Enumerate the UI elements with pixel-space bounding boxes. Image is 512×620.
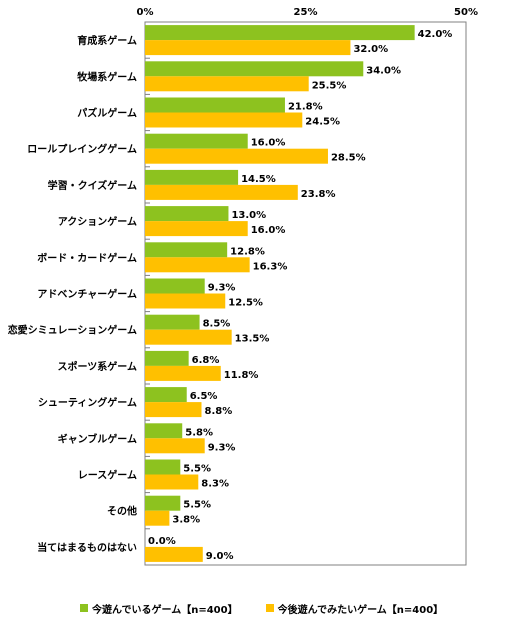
bar-future <box>145 474 199 490</box>
bar-future <box>145 293 226 309</box>
bar-current <box>145 169 239 185</box>
bar-future <box>145 40 351 56</box>
legend-item-future: 今後遊んでみたいゲーム【n=400】 <box>265 601 444 616</box>
data-label-current: 8.5% <box>203 319 231 330</box>
bar-future <box>145 184 298 200</box>
data-label-future: 9.0% <box>206 551 234 562</box>
data-label-future: 3.8% <box>172 515 200 526</box>
bar-chart: 0% 25% 50% 育成系ゲーム 42.0% 32.0% 牧場系ゲーム 34.0% 25.5%… <box>8 7 478 566</box>
legend: 今遊んでいるゲーム【n=400】 今後遊んでみたいゲーム【n=400】 <box>80 600 460 616</box>
data-label-future: 28.5% <box>331 153 366 164</box>
data-label-current: 16.0% <box>251 138 286 149</box>
bar-current <box>145 423 183 439</box>
data-label-future: 8.8% <box>204 406 232 417</box>
data-label-future: 23.8% <box>301 189 336 200</box>
bar-current <box>145 278 205 294</box>
category-label: シューティングゲーム <box>38 396 137 409</box>
category-label: ギャンブルゲーム <box>58 432 137 445</box>
data-label-current: 0.0% <box>148 536 176 547</box>
bar-future <box>145 402 202 418</box>
x-tick-label: 0% <box>137 7 154 18</box>
data-label-future: 16.0% <box>251 225 286 236</box>
legend-swatch-current <box>80 604 88 612</box>
legend-label-current: 今遊んでいるゲーム【n=400】 <box>92 604 238 616</box>
bar-future <box>145 221 248 237</box>
bar-current <box>145 206 229 222</box>
category-label: スポーツ系ゲーム <box>58 360 138 373</box>
data-label-future: 11.8% <box>224 370 259 381</box>
category-label: ボード・カードゲーム <box>37 251 137 264</box>
bar-current <box>145 97 285 113</box>
category-label: アクションゲーム <box>58 215 137 228</box>
bar-future <box>145 112 303 128</box>
bar-current <box>145 350 189 366</box>
x-tick-label: 25% <box>294 7 318 18</box>
bar-current <box>145 459 181 475</box>
bar-current <box>145 133 248 149</box>
x-tick-label: 50% <box>454 7 478 18</box>
data-label-current: 6.5% <box>190 391 218 402</box>
legend-label-future: 今後遊んでみたいゲーム【n=400】 <box>277 604 444 616</box>
bar-future <box>145 438 205 454</box>
category-label: 恋愛シミュレーションゲーム <box>8 324 137 337</box>
data-label-future: 13.5% <box>235 334 270 345</box>
data-label-future: 24.5% <box>305 117 340 128</box>
category-label: パズルゲーム <box>77 107 137 120</box>
bar-future <box>145 148 328 164</box>
bar-future <box>145 365 221 381</box>
data-label-current: 14.5% <box>241 174 276 185</box>
data-label-future: 32.0% <box>353 44 388 55</box>
bar-future <box>145 257 250 273</box>
category-label: 牧場系ゲーム <box>77 70 137 83</box>
bar-current <box>145 61 364 77</box>
category-label: 学習・クイズゲーム <box>48 179 137 192</box>
data-label-current: 12.8% <box>230 246 265 257</box>
legend-swatch-future <box>265 604 274 612</box>
category-label: 育成系ゲーム <box>77 34 137 47</box>
data-label-current: 5.5% <box>183 464 211 475</box>
bar-current <box>145 387 187 403</box>
data-label-current: 9.3% <box>208 283 236 294</box>
data-label-future: 25.5% <box>312 80 347 91</box>
data-label-current: 21.8% <box>288 102 323 113</box>
data-label-current: 5.5% <box>183 500 211 511</box>
category-label: 当てはまるものはない <box>37 541 137 554</box>
category-label: その他 <box>107 505 137 518</box>
category-label: ロールプレイングゲーム <box>27 143 137 156</box>
data-label-future: 9.3% <box>208 442 236 453</box>
data-label-current: 13.0% <box>231 210 266 221</box>
data-label-current: 6.8% <box>192 355 220 366</box>
bar-future <box>145 329 232 345</box>
data-label-future: 12.5% <box>228 298 263 309</box>
data-label-current: 42.0% <box>418 29 453 40</box>
data-label-current: 5.8% <box>185 427 213 438</box>
bar-current <box>145 242 228 258</box>
bar-current <box>145 25 415 41</box>
bar-current <box>145 314 200 330</box>
data-label-current: 34.0% <box>366 65 401 76</box>
bar-future <box>145 76 309 92</box>
bar-future <box>145 546 203 562</box>
legend-item-current: 今遊んでいるゲーム【n=400】 <box>80 601 238 616</box>
data-label-future: 8.3% <box>201 479 229 490</box>
data-label-future: 16.3% <box>253 261 288 272</box>
category-label: レースゲーム <box>78 469 137 482</box>
bar-current <box>145 495 181 511</box>
bar-future <box>145 510 170 526</box>
category-label: アドベンチャーゲーム <box>37 288 137 301</box>
